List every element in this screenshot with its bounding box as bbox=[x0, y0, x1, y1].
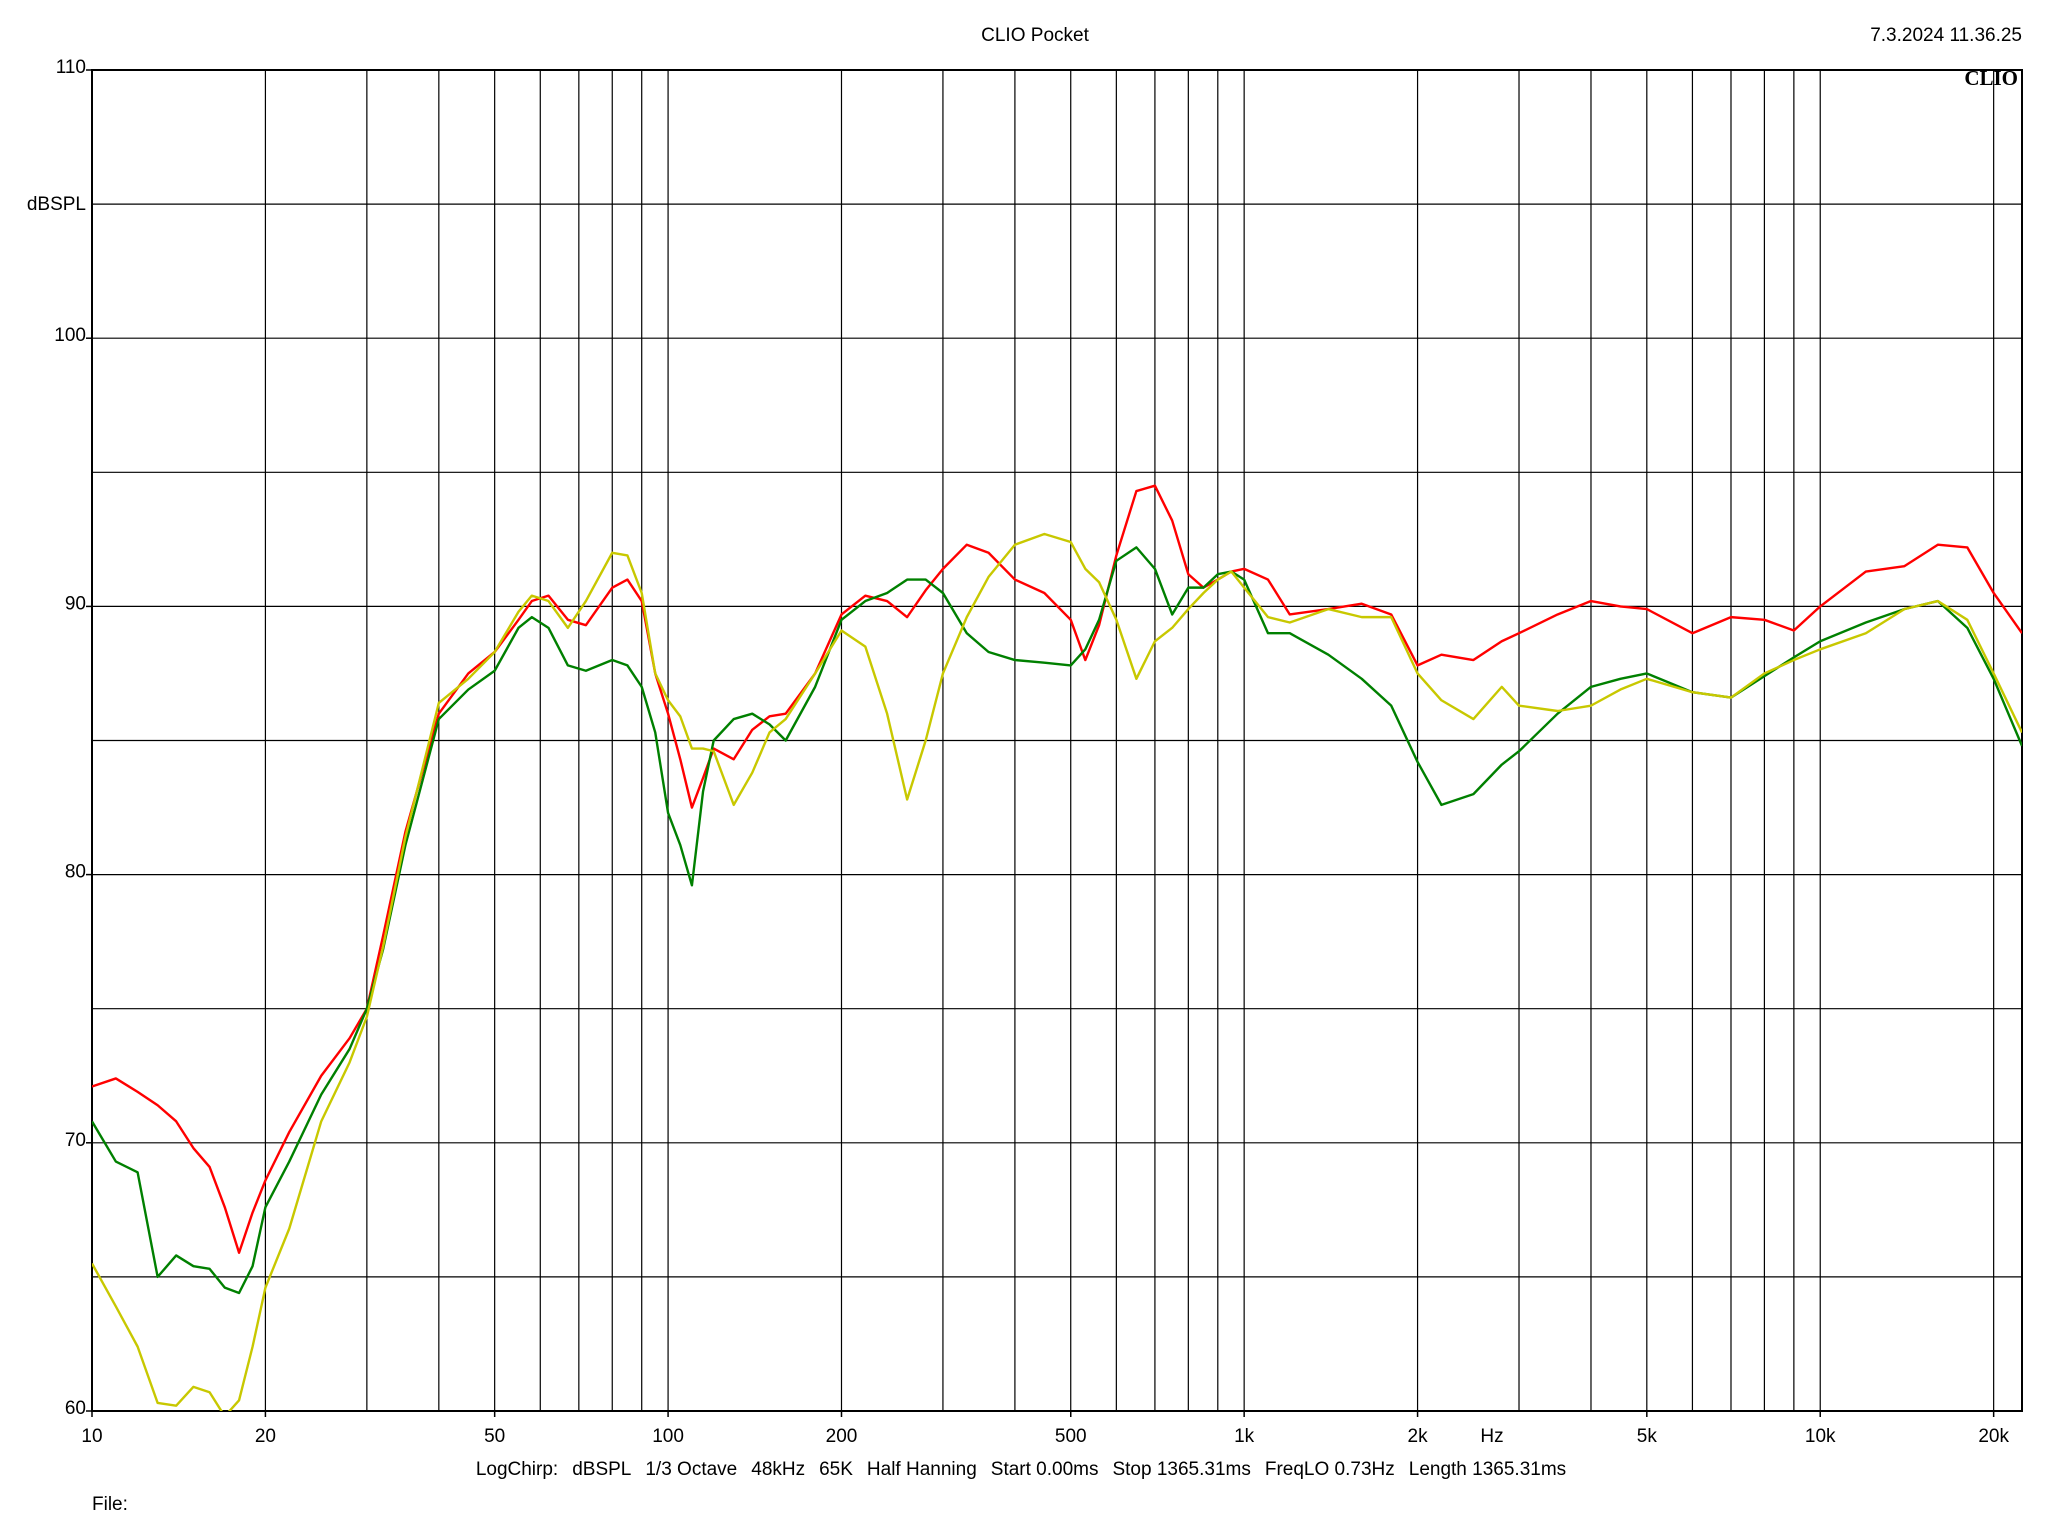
x-tick-label: 50 bbox=[484, 1426, 505, 1447]
y-axis-label: dBSPL bbox=[27, 194, 86, 215]
x-tick-label: 500 bbox=[1055, 1426, 1087, 1447]
y-tick-label: 60 bbox=[65, 1398, 86, 1419]
footer-item: FreqLO 0.73Hz bbox=[1265, 1459, 1395, 1480]
footer-item: Stop 1365.31ms bbox=[1112, 1459, 1250, 1480]
x-axis-label: Hz bbox=[1480, 1426, 1503, 1447]
x-tick-label: 5k bbox=[1637, 1426, 1658, 1447]
footer-item: Start 0.00ms bbox=[991, 1459, 1099, 1480]
x-tick-label: 10k bbox=[1805, 1426, 1836, 1447]
footer-item: 1/3 Octave bbox=[645, 1459, 737, 1480]
response-curve bbox=[92, 532, 2022, 1411]
chart-title: CLIO Pocket bbox=[981, 25, 1089, 46]
footer-item: Half Hanning bbox=[867, 1459, 977, 1480]
x-tick-label: 20 bbox=[255, 1426, 276, 1447]
y-tick-label: 90 bbox=[65, 593, 86, 614]
footer-item: dBSPL bbox=[572, 1459, 631, 1480]
footer-item: LogChirp: bbox=[476, 1459, 558, 1480]
footer-item: Length 1365.31ms bbox=[1409, 1459, 1566, 1480]
y-tick-label: 110 bbox=[56, 57, 86, 78]
x-tick-label: 1k bbox=[1234, 1426, 1255, 1447]
response-curve bbox=[92, 484, 2022, 1254]
plot-frame bbox=[91, 69, 2023, 1412]
x-tick-label: 200 bbox=[826, 1426, 858, 1447]
response-curve bbox=[92, 546, 2022, 1295]
y-tick-label: 80 bbox=[65, 862, 86, 883]
footer-item: 65K bbox=[819, 1459, 853, 1480]
x-tick-label: 2k bbox=[1408, 1426, 1429, 1447]
y-tick-label: 100 bbox=[54, 325, 86, 346]
footer-item: 48kHz bbox=[751, 1459, 805, 1480]
y-tick-label: 70 bbox=[65, 1130, 86, 1151]
x-tick-label: 100 bbox=[652, 1426, 684, 1447]
footer: LogChirp: dBSPL 1/3 Octave 48kHz 65K Half Han… bbox=[476, 1459, 1566, 1480]
file-label: File: bbox=[92, 1494, 128, 1515]
timestamp: 7.3.2024 11.36.25 bbox=[1870, 25, 2022, 46]
x-tick-label: 10 bbox=[81, 1426, 102, 1447]
x-tick-label: 20k bbox=[1978, 1426, 2009, 1447]
